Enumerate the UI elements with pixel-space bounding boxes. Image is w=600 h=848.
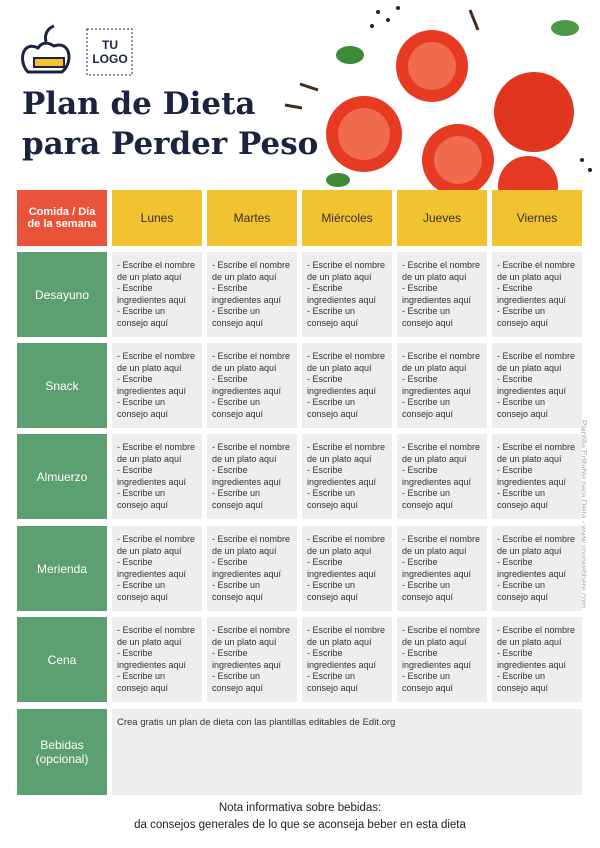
logo-text: TU LOGO [92,38,128,66]
column-header: Viernes [492,190,582,246]
table-cell: - Escribe el nombre de un plato aquí - E… [492,252,582,337]
table-cell: - Escribe el nombre de un plato aquí - E… [397,343,487,428]
table-cell: - Escribe el nombre de un plato aquí - E… [112,526,202,611]
column-header: Jueves [397,190,487,246]
row-label: Desayuno [17,252,107,337]
title: Plan de Dieta [22,86,256,122]
decoration [21,6,592,200]
table-cell: - Escribe el nombre de un plato aquí - E… [207,343,297,428]
note: da consejos generales de lo que se acons… [134,819,466,831]
table-cell: - Escribe el nombre de un plato aquí - E… [112,252,202,337]
table-cell: - Escribe el nombre de un plato aquí - E… [302,526,392,611]
table-cell: - Escribe el nombre de un plato aquí - E… [492,617,582,702]
table-cell: - Escribe el nombre de un plato aquí - E… [207,252,297,337]
table-cell: - Escribe el nombre de un plato aquí - E… [397,252,487,337]
table-cell: - Escribe el nombre de un plato aquí - E… [302,434,392,519]
column-header: Miércoles [302,190,392,246]
row-label: Almuerzo [17,434,107,519]
column-header: Martes [207,190,297,246]
table-cell: - Escribe el nombre de un plato aquí - E… [302,617,392,702]
table-cell: - Escribe el nombre de un plato aquí - E… [302,343,392,428]
table-cell: - Escribe el nombre de un plato aquí - E… [112,343,202,428]
table-cell: - Escribe el nombre de un plato aquí - E… [492,526,582,611]
table-cell: - Escribe el nombre de un plato aquí - E… [112,617,202,702]
table-cell: - Escribe el nombre de un plato aquí - E… [207,434,297,519]
table-cell: - Escribe el nombre de un plato aquí - E… [397,526,487,611]
corner-cell: Comida / Día de la semana [17,190,107,246]
table-cell: - Escribe el nombre de un plato aquí - E… [397,617,487,702]
row-label: Snack [17,343,107,428]
table-cell: - Escribe el nombre de un plato aquí - E… [112,434,202,519]
table-cell: - Escribe el nombre de un plato aquí - E… [302,252,392,337]
note: Nota informativa sobre bebidas: [218,802,382,814]
table-cell: - Escribe el nombre de un plato aquí - E… [492,434,582,519]
table-cell: - Escribe el nombre de un plato aquí - E… [207,617,297,702]
title: para Perder Peso [22,126,319,162]
column-header: Lunes [112,190,202,246]
row-label: Merienda [17,526,107,611]
drinks-cell: Crea gratis un plan de dieta con las pla… [112,709,582,795]
row-label: Cena [17,617,107,702]
table-cell: - Escribe el nombre de un plato aquí - E… [397,434,487,519]
table-cell: - Escribe el nombre de un plato aquí - E… [492,343,582,428]
row-label: Bebidas (opcional) [17,709,107,795]
table-cell: - Escribe el nombre de un plato aquí - E… [207,526,297,611]
